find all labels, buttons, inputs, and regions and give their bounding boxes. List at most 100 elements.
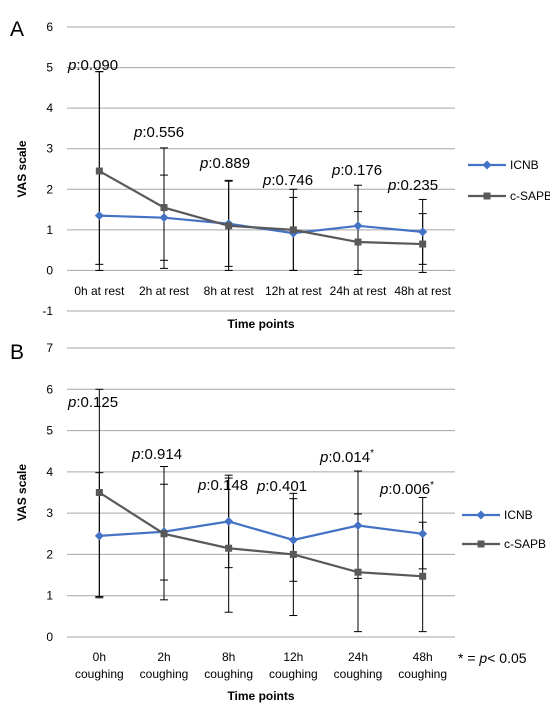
- y-tick-label: 5: [46, 61, 53, 75]
- legend-marker: [483, 192, 491, 200]
- data-point: [353, 221, 363, 231]
- data-point: [419, 572, 427, 580]
- panel-letter: A: [10, 18, 24, 41]
- p-value-text: :0.148: [206, 477, 248, 494]
- p-value-label: p:0.090: [67, 57, 118, 74]
- legend-label: c-SAPB: [504, 537, 546, 551]
- p-value-prefix: p: [379, 481, 388, 498]
- p-value-prefix: p: [131, 446, 140, 463]
- p-value-text: :0.556: [142, 124, 184, 141]
- x-tick-label: 48h at rest: [394, 284, 451, 298]
- p-value-prefix: p: [197, 477, 206, 494]
- y-tick-label: 0: [46, 263, 53, 277]
- p-value-label: p:0.889: [199, 155, 250, 172]
- x-tick-label-line: 12h: [283, 650, 303, 664]
- p-value-prefix: p: [67, 57, 76, 74]
- x-tick-label: 24h at rest: [330, 284, 387, 298]
- y-tick-label: 2: [46, 547, 53, 561]
- x-tick-label-line: coughing: [140, 667, 189, 681]
- y-tick-label: 5: [46, 424, 53, 438]
- data-point: [289, 226, 297, 234]
- data-point: [288, 535, 298, 545]
- p-value-text: :0.125: [76, 394, 118, 411]
- x-tick-label: 12h at rest: [265, 284, 322, 298]
- data-point: [353, 521, 363, 531]
- x-axis-title: Time points: [227, 317, 294, 331]
- p-value-label: p:0.914: [131, 446, 182, 463]
- data-point: [95, 489, 103, 496]
- p-value-label: p:0.148: [197, 477, 248, 494]
- series-line-icnb: [99, 520, 423, 542]
- p-value-text: :0.006: [388, 481, 430, 498]
- panel-letter: B: [10, 341, 24, 364]
- y-tick-label: 3: [46, 142, 53, 156]
- data-point: [225, 544, 233, 552]
- footnote-equals: =: [463, 650, 479, 666]
- series-line-c-sapb: [98, 491, 423, 578]
- x-tick-label: 8h at rest: [204, 284, 255, 298]
- p-value-label: p:0.235: [387, 177, 438, 194]
- legend-label: c-SAPB: [510, 189, 550, 203]
- data-point: [160, 204, 168, 212]
- p-value-text: :0.235: [396, 177, 438, 194]
- p-value-text: :0.889: [208, 155, 250, 172]
- p-value-prefix: p: [387, 177, 396, 194]
- x-tick-label: 48h coughing: [398, 650, 447, 681]
- p-value-label: p:0.556: [133, 124, 184, 141]
- y-axis-title: VAS scale: [15, 140, 29, 197]
- data-point: [354, 238, 362, 246]
- y-tick-label: 1: [46, 589, 53, 603]
- series-line-icnb: [99, 214, 423, 235]
- panel-a-chart: -1 0 1 2 3 4 5 6 0h at rest 2h at rest 8h at rest 1…: [10, 18, 550, 331]
- p-value-text: :0.746: [271, 172, 313, 189]
- x-tick-label-line: coughing: [334, 667, 383, 681]
- x-tick-label: 24h coughing: [334, 650, 383, 681]
- p-value-label: p:0.125: [67, 394, 118, 411]
- p-value-text: :0.401: [265, 478, 307, 495]
- data-point: [418, 529, 428, 539]
- x-tick-label-line: coughing: [75, 667, 124, 681]
- data-point: [289, 550, 297, 558]
- y-tick-label: 3: [46, 506, 53, 520]
- data-point: [160, 530, 168, 538]
- p-value-prefix: p: [133, 124, 142, 141]
- p-value-prefix: p: [199, 155, 208, 172]
- data-point: [224, 516, 234, 526]
- data-point: [95, 167, 103, 175]
- x-tick-label-line: 0h: [93, 650, 106, 664]
- y-tick-label: 4: [46, 101, 53, 115]
- data-point: [225, 222, 233, 230]
- x-tick-label-line: 48h: [413, 650, 433, 664]
- p-value-text: :0.176: [340, 162, 382, 179]
- p-value-prefix: p: [331, 162, 340, 179]
- p-value-prefix: p: [262, 172, 271, 189]
- x-tick-label-line: coughing: [269, 667, 318, 681]
- footnote-prefix: p: [478, 650, 487, 666]
- x-axis-title: Time points: [227, 689, 294, 703]
- p-value-label: p:0.746: [262, 172, 313, 189]
- legend-marker: [477, 540, 485, 548]
- legend-label: ICNB: [510, 158, 539, 172]
- x-tick-label: 8h coughing: [204, 650, 253, 681]
- footnote-star: *: [458, 650, 464, 666]
- data-point: [94, 531, 104, 541]
- x-tick-label-line: coughing: [398, 667, 447, 681]
- p-value-label: p:0.176: [331, 162, 382, 179]
- y-tick-label: 6: [46, 20, 53, 34]
- legend-marker: [476, 510, 486, 520]
- data-point: [418, 227, 428, 237]
- p-value-prefix: p: [256, 478, 265, 495]
- significance-footnote: * = p< 0.05: [458, 650, 527, 666]
- p-value-text: :0.914: [140, 446, 182, 463]
- y-tick-label: 2: [46, 182, 53, 196]
- p-value-text: :0.090: [76, 57, 118, 74]
- p-value-label: p:0.006*: [379, 480, 434, 498]
- y-tick-label: 7: [46, 341, 53, 355]
- legend-marker: [482, 160, 492, 170]
- footnote-text: < 0.05: [487, 650, 527, 666]
- y-tick-label: -1: [42, 304, 53, 318]
- data-point: [419, 240, 427, 248]
- x-tick-label: 2h coughing: [140, 650, 189, 681]
